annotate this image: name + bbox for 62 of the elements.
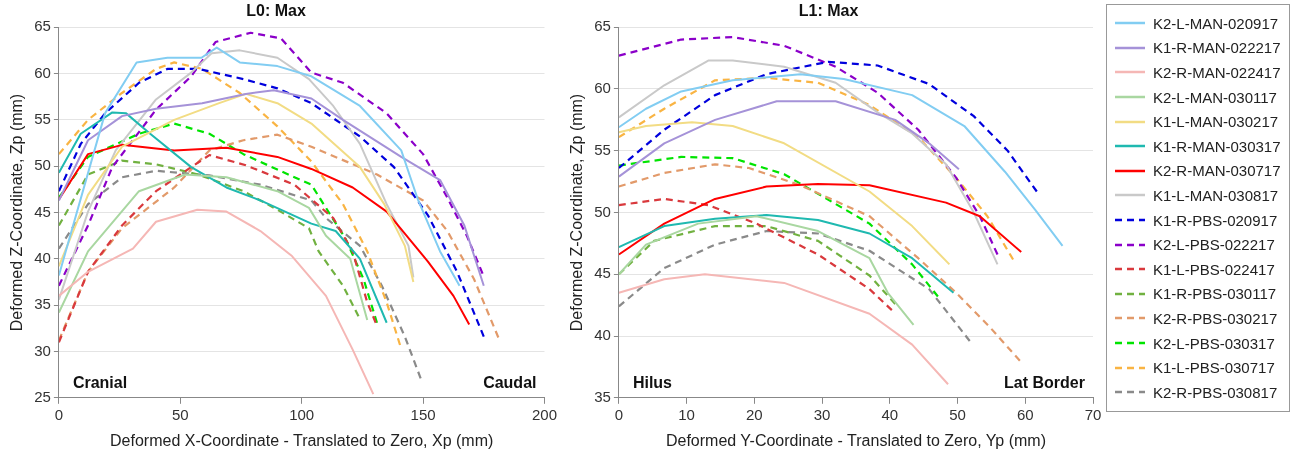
x-tick-label: 200: [531, 405, 557, 423]
y-tick-label: 50: [34, 156, 51, 174]
legend-label: K2-R-PBS-030817: [1153, 383, 1278, 401]
y-tick-label: 40: [34, 248, 51, 266]
legend-label: K2-L-MAN-030117: [1153, 88, 1277, 106]
y-tick-label: 25: [34, 387, 51, 405]
line-series: [58, 67, 485, 338]
y-tick-label: 60: [594, 79, 611, 97]
legend-label: K1-L-PBS-022417: [1153, 260, 1275, 278]
x-tick-label: 50: [949, 405, 966, 423]
y-tick-label: 55: [594, 140, 611, 158]
y-tick-label: 65: [34, 17, 51, 35]
y-tick-label: 45: [594, 264, 611, 282]
line-series: [618, 155, 939, 298]
legend-label: K1-L-MAN-030817: [1153, 186, 1279, 204]
legend-label: K2-L-PBS-022217: [1153, 236, 1275, 254]
legend-label: K1-R-PBS-030117: [1153, 285, 1277, 303]
annotation: Caudal: [483, 374, 537, 392]
y-tick-label: 30: [34, 341, 51, 359]
chart-title: L0: Max: [246, 2, 306, 20]
chart-title: L1: Max: [798, 2, 859, 20]
y-axis-title: Deformed Z-Coordinate, Zp (mm): [568, 93, 586, 332]
legend-label: K1-R-PBS-020917: [1153, 211, 1278, 229]
y-axis-title: Deformed Z-Coordinate, Zp (mm): [8, 93, 26, 332]
legend-label: K2-R-MAN-022417: [1153, 63, 1281, 81]
legend-label: K2-L-MAN-020917: [1153, 14, 1279, 32]
line-series: [58, 61, 402, 347]
x-tick-label: 40: [881, 405, 899, 423]
y-tick-label: 50: [594, 202, 611, 220]
legend-label: K2-R-MAN-030717: [1153, 162, 1281, 180]
x-tick-label: 60: [1016, 405, 1034, 423]
x-tick-label: 0: [614, 405, 624, 423]
x-axis-title: Deformed Y-Coordinate - Translated to Zero, Yp (mm): [665, 431, 1046, 449]
legend-label: K1-R-MAN-030317: [1153, 137, 1281, 155]
legend-label: K1-L-MAN-030217: [1153, 113, 1279, 131]
y-tick-label: 60: [34, 63, 51, 81]
y-tick-label: 45: [34, 202, 51, 220]
line-series: [618, 163, 1021, 362]
x-tick-label: 50: [171, 405, 189, 423]
y-tick-label: 55: [34, 109, 51, 127]
x-tick-label: 100: [289, 405, 315, 423]
x-tick-label: 0: [54, 405, 64, 423]
line-series: [618, 60, 1038, 193]
y-tick-label: 65: [594, 17, 611, 35]
annotation: Cranial: [72, 374, 128, 392]
y-tick-label: 35: [34, 295, 51, 313]
y-tick-label: 40: [594, 326, 611, 344]
y-tick-label: 35: [594, 387, 611, 405]
x-tick-label: 20: [746, 405, 763, 423]
x-tick-label: 150: [410, 405, 436, 423]
legend-label: K2-R-PBS-030217: [1153, 309, 1278, 327]
annotation: Hilus: [632, 374, 673, 392]
x-tick-label: 70: [1084, 405, 1102, 423]
legend-label: K1-R-MAN-022217: [1153, 39, 1281, 57]
legend-label: K2-L-PBS-030317: [1153, 334, 1275, 352]
x-tick-label: 10: [678, 405, 695, 423]
annotation: Lat Border: [1004, 374, 1085, 392]
x-tick-label: 30: [813, 405, 831, 423]
x-axis-title: Deformed X-Coordinate - Translated to Zero, Xp (mm): [110, 431, 494, 449]
legend-label: K1-L-PBS-030717: [1153, 359, 1275, 377]
line-series: [618, 197, 893, 312]
line-series: [58, 153, 377, 344]
